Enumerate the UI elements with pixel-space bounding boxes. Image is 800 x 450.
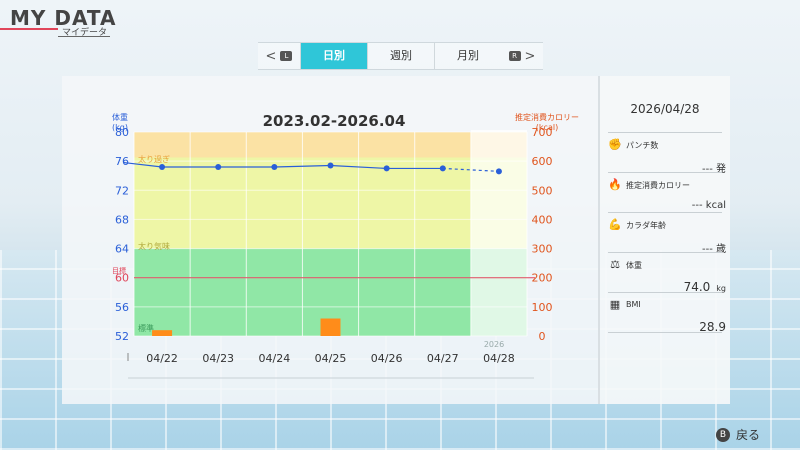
tab-weekly[interactable]: 週別: [367, 43, 434, 69]
x-tick-label: 04/28: [483, 352, 515, 365]
right-tick-label: 300: [532, 243, 553, 256]
period-tabs: < L 日別 週別 月別 R >: [258, 42, 543, 70]
weight-line-segment: [274, 164, 331, 168]
left-tick-label: 76: [115, 155, 129, 168]
back-button[interactable]: B 戻る: [716, 426, 760, 443]
right-tick-label: 0: [539, 330, 546, 343]
punch-count-label: パンチ数: [626, 141, 659, 150]
l-button-icon: L: [280, 51, 293, 61]
chart-title: 2023.02-2026.04: [263, 112, 406, 130]
bmi-value: 28.9: [699, 320, 726, 334]
x-tick-label: 04/23: [202, 352, 234, 365]
right-axis-unit: (kcal): [536, 123, 558, 132]
weight-point: [271, 163, 278, 170]
prev-period-button[interactable]: < L: [258, 43, 300, 69]
x-tick-label: 04/24: [259, 352, 291, 365]
scale-icon: ⚖: [610, 258, 620, 271]
fist-icon: ✊: [608, 138, 622, 151]
calculator-icon: ▦: [609, 298, 621, 311]
x-tick-label: 04/27: [427, 352, 459, 365]
selected-day-highlight: [470, 130, 527, 336]
body-age-value: --- 歳: [701, 244, 726, 255]
selected-date: 2026/04/28: [630, 102, 700, 116]
divider: [608, 332, 722, 333]
chevron-right-icon: >: [524, 48, 536, 64]
weight-point: [159, 163, 166, 170]
title-underline-secondary: [58, 36, 110, 37]
left-axis-unit: (kg): [112, 123, 128, 132]
right-tick-label: 600: [532, 155, 553, 168]
year-label: 2026: [484, 340, 504, 349]
left-tick-label: 72: [115, 184, 129, 197]
app-title: MY DATA: [10, 6, 117, 30]
divider: [608, 252, 722, 253]
zone-label-tendency: 太り気味: [138, 241, 170, 251]
left-tick-label: 80: [115, 126, 129, 139]
right-tick-label: 500: [532, 184, 553, 197]
app-subtitle: マイデータ: [62, 28, 108, 38]
right-tick-label: 200: [532, 272, 553, 285]
day-detail-panel: 2026/04/28 ✊ パンチ数 --- 発 🔥 推定消費カロリー --- k…: [598, 76, 730, 404]
zone-band: [134, 132, 527, 158]
weight-value: 74.0: [683, 280, 711, 294]
calorie-bar: [152, 330, 173, 336]
r-button-icon: R: [508, 51, 521, 61]
left-tick-label: 56: [115, 301, 129, 314]
zone-label-over: 太り過ぎ: [138, 154, 170, 164]
calorie-value: --- kcal: [691, 200, 726, 211]
left-tick-label: 64: [115, 243, 129, 256]
weight-line-lead: [123, 162, 163, 168]
zone-label-standard: 標準: [138, 323, 154, 333]
muscle-icon: 💪: [608, 218, 622, 231]
divider: [608, 172, 722, 173]
weight-point: [495, 168, 502, 175]
b-button-icon: B: [716, 427, 730, 442]
zone-band: [134, 157, 527, 249]
weight-value-wrap: 74.0 kg: [684, 280, 726, 294]
divider: [608, 292, 722, 293]
punch-count-value: --- 発: [701, 164, 726, 175]
weight-point: [383, 165, 390, 172]
body-age-label: カラダ年齢: [626, 221, 666, 230]
weight-label: 体重: [626, 261, 642, 270]
weight-point: [327, 162, 334, 169]
chart-panel: 80 76 72 68 64 60 56 52 700 600 500 400 300 200 100 0 …: [62, 76, 600, 404]
weight-unit: kg: [716, 284, 726, 293]
x-tick-label: 04/26: [371, 352, 403, 365]
calorie-label: 推定消費カロリー: [626, 181, 690, 190]
next-period-button[interactable]: R >: [501, 43, 543, 69]
left-tick-label: 52: [115, 330, 129, 343]
weight-point: [215, 163, 222, 170]
chevron-left-icon: <: [265, 48, 277, 64]
title-underline: [0, 28, 58, 30]
calorie-bar: [320, 318, 341, 336]
left-tick-label: 68: [115, 213, 129, 226]
right-tick-label: 400: [532, 213, 553, 226]
left-tick-label: 60: [115, 272, 129, 285]
divider: [608, 212, 722, 213]
right-axis-label: 推定消費カロリー: [515, 112, 579, 122]
flame-icon: 🔥: [608, 178, 622, 191]
tab-monthly[interactable]: 月別: [434, 43, 501, 69]
x-tick-label: 04/25: [315, 352, 347, 365]
x-tick-label: 04/22: [146, 352, 178, 365]
goal-label: 目標: [112, 266, 126, 275]
weight-point: [439, 165, 446, 172]
back-label: 戻る: [736, 428, 761, 442]
left-axis-label: 体重: [112, 112, 128, 122]
right-tick-label: 100: [532, 301, 553, 314]
bmi-label: BMI: [626, 300, 641, 309]
weight-line-segment: [330, 164, 387, 170]
right-tick-label: 700: [532, 126, 553, 139]
divider: [608, 132, 722, 133]
tab-daily[interactable]: 日別: [300, 43, 367, 69]
